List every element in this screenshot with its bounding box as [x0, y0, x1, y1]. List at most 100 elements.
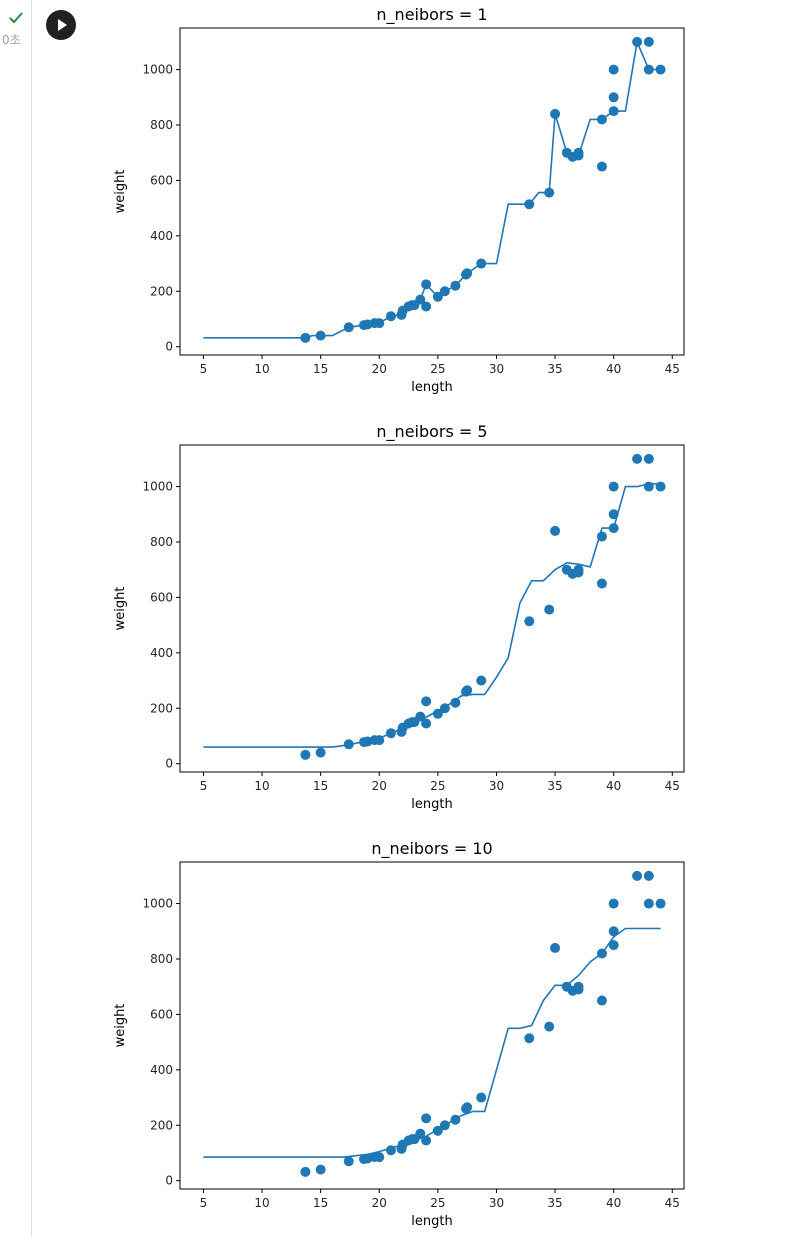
scatter-point [655, 898, 666, 909]
y-tick-label: 200 [150, 1118, 173, 1132]
scatter-point [596, 995, 607, 1006]
scatter-point [632, 453, 643, 464]
scatter-point [374, 1152, 385, 1163]
scatter-point [596, 578, 607, 589]
scatter-point [462, 1102, 473, 1113]
scatter-point [643, 36, 654, 47]
y-tick-label: 200 [150, 701, 173, 715]
scatter-point [300, 749, 311, 760]
scatter-point [632, 870, 643, 881]
scatter-point [300, 1166, 311, 1177]
scatter-point [643, 898, 654, 909]
scatter-point [608, 92, 619, 103]
y-tick-label: 800 [150, 118, 173, 132]
x-tick-label: 35 [547, 779, 562, 793]
x-axis-label: length [411, 797, 452, 812]
scatter-point [608, 481, 619, 492]
y-tick-label: 600 [150, 1007, 173, 1021]
x-tick-label: 30 [489, 1196, 504, 1210]
chart-title: n_neibors = 5 [376, 422, 487, 442]
y-axis-label: weight [113, 587, 128, 631]
x-tick-label: 30 [489, 779, 504, 793]
axes-frame [179, 444, 685, 773]
scatter-point [432, 708, 443, 719]
chart-2: 5 10 15 20 25 30 35 40 45 0 200 400 600 800 1000 n_neib… [113, 422, 685, 812]
scatter-point [315, 747, 326, 758]
x-tick-label: 15 [313, 1196, 328, 1210]
y-tick-label: 0 [165, 340, 173, 354]
x-tick-label: 5 [200, 1196, 208, 1210]
x-tick-label: 45 [665, 362, 680, 376]
x-tick-label: 15 [313, 362, 328, 376]
x-tick-label: 20 [372, 1196, 387, 1210]
x-tick-label: 5 [200, 362, 208, 376]
y-tick-label: 1000 [142, 480, 173, 494]
y-tick-label: 400 [150, 646, 173, 660]
scatter-point [550, 525, 561, 536]
x-tick-label: 25 [430, 779, 445, 793]
x-tick-label: 30 [489, 362, 504, 376]
scatter-point [544, 1021, 555, 1032]
scatter-point [573, 564, 584, 575]
x-tick-label: 10 [254, 362, 269, 376]
axes-frame [179, 861, 685, 1190]
scatter-point [421, 718, 432, 729]
x-tick-label: 25 [430, 362, 445, 376]
y-axis-label: weight [113, 1004, 128, 1048]
y-tick-label: 0 [165, 757, 173, 771]
y-tick-label: 1000 [142, 897, 173, 911]
scatter-point [476, 675, 487, 686]
x-tick-label: 20 [372, 362, 387, 376]
scatter-point [450, 697, 461, 708]
x-tick-label: 15 [313, 779, 328, 793]
x-tick-label: 45 [665, 1196, 680, 1210]
scatter-point [608, 64, 619, 75]
scatter-point [524, 1033, 535, 1044]
check-icon [9, 12, 23, 24]
x-tick-label: 45 [665, 779, 680, 793]
x-axis-label: length [411, 380, 452, 395]
x-tick-label: 35 [547, 1196, 562, 1210]
play-icon [58, 19, 67, 31]
chart-title: n_neibors = 10 [371, 839, 492, 859]
scatter-point [596, 161, 607, 172]
scatter-point [343, 1156, 354, 1167]
chart-1: 5 10 15 20 25 30 35 40 45 0 200 400 600 800 1000 n_neib… [113, 5, 685, 395]
scatter-point [573, 981, 584, 992]
x-tick-label: 10 [254, 1196, 269, 1210]
y-tick-label: 1000 [142, 63, 173, 77]
scatter-point [462, 685, 473, 696]
chart-3: 5 10 15 20 25 30 35 40 45 0 200 400 600 800 1000 n_neib… [113, 839, 685, 1229]
axes-frame [179, 27, 685, 356]
y-tick-label: 600 [150, 590, 173, 604]
x-tick-label: 40 [606, 362, 621, 376]
scatter-point [608, 898, 619, 909]
cell-gutter: 0초 [0, 0, 32, 1237]
scatter-point [415, 1128, 426, 1139]
y-tick-label: 800 [150, 952, 173, 966]
scatter-point [550, 942, 561, 953]
scatter-point [315, 1164, 326, 1175]
x-tick-label: 25 [430, 1196, 445, 1210]
scatter-point [421, 301, 432, 312]
x-tick-label: 40 [606, 779, 621, 793]
y-tick-label: 600 [150, 173, 173, 187]
chart-title: n_neibors = 1 [376, 5, 487, 25]
run-cell-button[interactable] [46, 10, 76, 40]
y-axis-label: weight [113, 170, 128, 214]
execution-time: 0초 [2, 33, 21, 47]
y-tick-label: 800 [150, 535, 173, 549]
prediction-line [203, 39, 661, 339]
scatter-point [544, 604, 555, 615]
scatter-point [608, 926, 619, 937]
scatter-point [608, 940, 619, 951]
prediction-line [203, 927, 661, 1158]
scatter-point [421, 696, 432, 707]
x-tick-label: 40 [606, 1196, 621, 1210]
x-tick-label: 5 [200, 779, 208, 793]
prediction-line [203, 482, 661, 748]
y-tick-label: 0 [165, 1174, 173, 1188]
scatter-point [643, 870, 654, 881]
y-tick-label: 400 [150, 229, 173, 243]
